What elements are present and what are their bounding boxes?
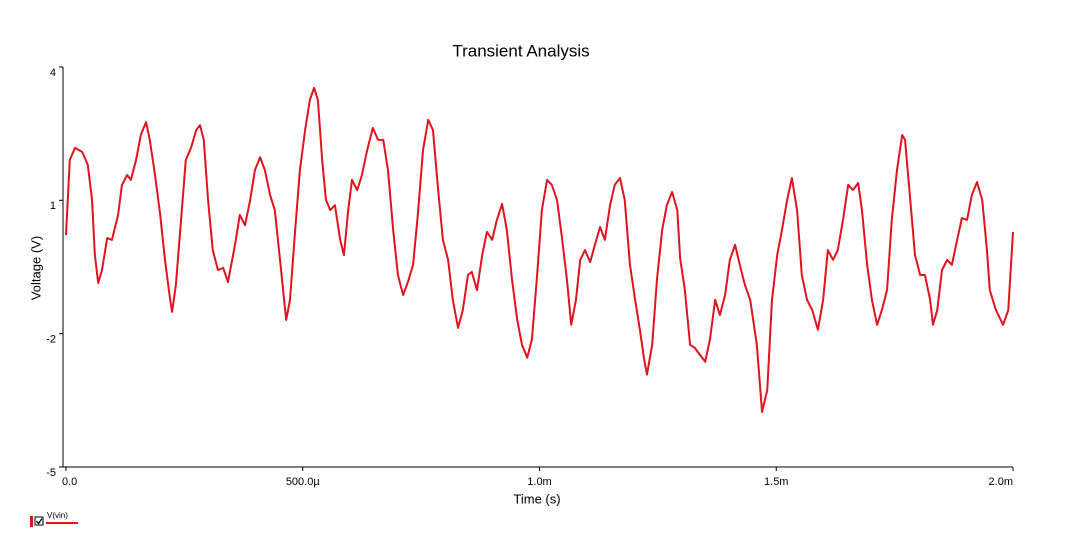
y-tick-label: 1 bbox=[50, 200, 56, 212]
y-axis-label: Voltage (V) bbox=[28, 236, 43, 300]
legend-marker bbox=[30, 516, 33, 527]
x-axis-label: Time (s) bbox=[513, 491, 560, 506]
checkmark bbox=[35, 518, 43, 525]
x-tick-label: 1.0m bbox=[527, 476, 551, 488]
chart-title: Transient Analysis bbox=[452, 41, 589, 60]
legend-checkbox[interactable] bbox=[34, 516, 44, 526]
y-tick-label: 4 bbox=[50, 67, 56, 79]
x-tick-label: 500.0µ bbox=[286, 476, 321, 488]
y-tick-label: -5 bbox=[46, 467, 56, 479]
x-tick-label: 2.0m bbox=[989, 476, 1013, 488]
series-line bbox=[65, 86, 1014, 413]
x-tick-label: 1.5m bbox=[764, 476, 788, 488]
y-tick-label: -2 bbox=[46, 334, 56, 346]
x-tick-label: 0.0 bbox=[62, 476, 77, 488]
legend-label: V(vin) bbox=[47, 511, 68, 520]
legend: V(vin) bbox=[30, 511, 78, 527]
